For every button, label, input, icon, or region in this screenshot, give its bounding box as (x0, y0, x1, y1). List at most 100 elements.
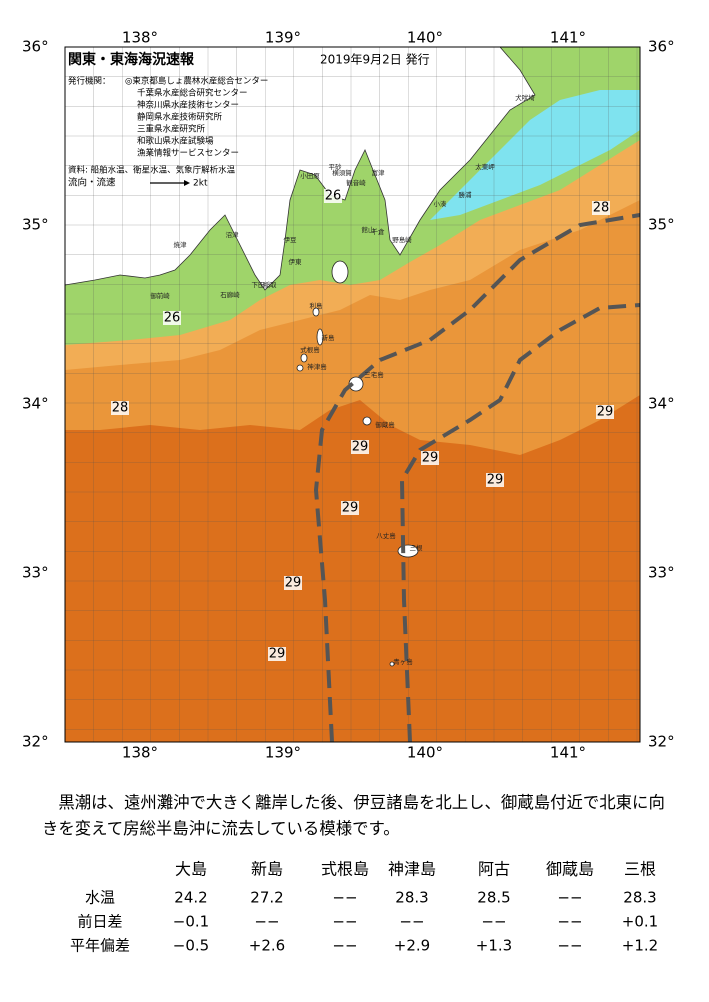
issuer: 和歌山県水産試験場 (137, 136, 214, 147)
kuroshio-line (313, 213, 641, 743)
table-cell: −− (557, 913, 582, 931)
place-name: 八丈島 (376, 531, 396, 540)
table-cell: 24.2 (174, 889, 207, 907)
place-name: 野島崎 (392, 235, 412, 244)
table-cell: −− (557, 937, 582, 955)
place-name: 御蔵島 (375, 420, 395, 429)
island (331, 260, 349, 284)
row-label: 水温 (85, 889, 115, 907)
legend-label: 流向・流速 (68, 177, 116, 189)
table-cell: −− (332, 889, 357, 907)
place-name: 勝浦 (459, 190, 473, 199)
lat-label: 33° (648, 564, 675, 582)
lat-label: 32° (22, 733, 49, 751)
place-name: 横須賀 (332, 168, 352, 177)
land (64, 46, 536, 291)
lon-label: 140° (407, 29, 443, 47)
table-header: 大島 (175, 860, 207, 879)
lat-label: 33° (22, 564, 49, 582)
lon-label: 140° (407, 744, 443, 762)
table-cell: −− (399, 913, 424, 931)
temp-label: 29 (422, 451, 439, 466)
legend-arrowhead (184, 180, 190, 186)
temp-label: 28 (593, 201, 610, 216)
temp-label: 29 (269, 647, 286, 662)
lat-label: 36° (22, 38, 49, 56)
place-name: 太東岬 (475, 162, 495, 171)
island (389, 661, 395, 667)
place-name: 石廊崎 (220, 290, 240, 299)
place-name: 小湊 (434, 199, 448, 208)
place-name: 焼津 (174, 241, 188, 249)
issuer: 三重県水産研究所 (137, 124, 206, 135)
place-name: 式根島 (300, 345, 320, 354)
islands (296, 260, 419, 667)
issuer: 千葉県水産総合研究センター (137, 88, 248, 99)
table-cell: −− (332, 913, 357, 931)
temp-label-bg (324, 189, 342, 203)
title: 関東・東海海況速報 (68, 51, 195, 68)
lat-label: 34° (22, 395, 49, 413)
table-cell: +2.6 (249, 937, 285, 955)
table-cell: +1.2 (622, 937, 658, 955)
lat-label: 32° (648, 733, 675, 751)
island (312, 307, 320, 317)
table-header: 新島 (251, 860, 283, 879)
table-header: 阿古 (478, 860, 510, 879)
table-cell: −− (332, 937, 357, 955)
temp-label: 29 (597, 405, 614, 420)
place-name: 稲取 (264, 280, 278, 289)
table-cell: −0.5 (173, 937, 209, 955)
lon-label: 138° (122, 29, 158, 47)
temp-label: 29 (285, 576, 302, 591)
temp-label-bg (596, 405, 614, 419)
kuroshio (313, 213, 641, 743)
place-name: 伊東 (289, 257, 303, 266)
island (316, 328, 324, 346)
table-cell: −− (481, 913, 506, 931)
temp-label-bg (111, 401, 129, 415)
row-label: 前日差 (77, 913, 122, 931)
temp-label: 28 (112, 401, 129, 416)
issuer: 神奈川県水産技術センター (137, 100, 239, 111)
place-name: 小田原 (300, 171, 320, 180)
lat-label: 34° (648, 395, 675, 413)
place-name: 千倉 (372, 227, 386, 236)
lat-label: 36° (648, 38, 675, 56)
temp-label: 29 (487, 473, 504, 488)
sources: 資料: 船舶水温、衛星水温、気象庁解析水温 (68, 165, 236, 176)
island (300, 353, 308, 363)
lon-label: 138° (122, 744, 158, 762)
table-cell: 28.5 (477, 889, 510, 907)
summary: 黒潮は、遠州灘沖で大きく離岸した後、伊豆諸島を北上し、御蔵島付近で北東に向きを変… (42, 793, 665, 838)
sea-cyan (430, 90, 640, 220)
row-label: 平年偏差 (70, 937, 130, 955)
place-name: 三根 (410, 543, 424, 552)
grid (65, 47, 640, 742)
island (296, 364, 304, 372)
place-name: 利島 (310, 301, 324, 310)
temp-label-bg (163, 311, 181, 325)
place-name: 富津 (372, 168, 386, 177)
table-header: 式根島 (321, 860, 369, 879)
issuers-label: 発行機関： (68, 76, 111, 87)
lon-label: 139° (265, 744, 301, 762)
lon-label: 141° (550, 29, 586, 47)
map: 関東・東海海況速報 2019年9月2日 発行 発行機関： ◎東京都島しょ農林水産… (22, 29, 675, 762)
place-name: 三宅島 (364, 370, 384, 379)
island (362, 416, 372, 426)
issuer: 漁業情報サービスセンター (137, 148, 239, 159)
legend-speed: 2kt (193, 179, 208, 189)
lon-label: 139° (265, 29, 301, 47)
temp-label-bg (341, 501, 359, 515)
table-cell: +2.9 (394, 937, 430, 955)
temp-label: 26 (164, 311, 181, 326)
lon-label: 141° (550, 744, 586, 762)
kuroshio-line (399, 303, 641, 743)
table-header: 神津島 (388, 860, 436, 879)
place-name: 平砂 (329, 162, 343, 171)
temp-label-bg (592, 201, 610, 215)
table-cell: 28.3 (623, 889, 656, 907)
